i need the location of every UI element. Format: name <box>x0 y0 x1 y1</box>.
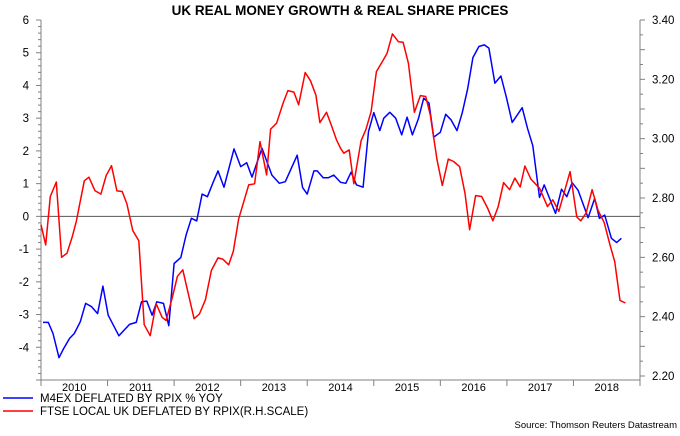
x-axis-tick-label: 2017 <box>528 382 552 394</box>
x-axis-tick-label: 2012 <box>195 382 219 394</box>
legend: M4EX DEFLATED BY RPIX % YOY FTSE LOCAL U… <box>3 393 308 418</box>
left-axis-tick-label: -2 <box>19 277 29 289</box>
chart-title: UK REAL MONEY GROWTH & REAL SHARE PRICES <box>172 3 509 18</box>
left-axis-tick-label: 1 <box>23 179 29 191</box>
x-axis-tick-label: 2013 <box>262 382 286 394</box>
right-axis-tick-label: 3.20 <box>652 74 674 86</box>
x-axis-tick-label: 2018 <box>594 382 618 394</box>
x-axis-tick-label: 2016 <box>461 382 485 394</box>
left-axis-tick-label: 0 <box>23 211 29 223</box>
left-axis-tick-label: 2 <box>23 146 29 158</box>
left-axis-tick-label: 5 <box>23 48 29 60</box>
x-axis-tick-label: 2011 <box>129 382 153 394</box>
series-line-ftse <box>40 33 626 337</box>
legend-label-m4ex: M4EX DEFLATED BY RPIX % YOY <box>40 393 223 405</box>
series-layer <box>40 33 626 359</box>
x-axis-tick-label: 2010 <box>62 382 86 394</box>
legend-label-ftse: FTSE LOCAL UK DEFLATED BY RPIX(R.H.SCALE… <box>40 406 308 418</box>
right-axis-tick-label: 2.80 <box>652 193 674 205</box>
left-axis-tick-label: -1 <box>19 244 29 256</box>
left-axis-tick-label: 6 <box>23 15 29 27</box>
right-axis-tick-label: 3.00 <box>652 134 674 146</box>
series-line-m4ex <box>43 44 622 359</box>
right-axis-tick-label: 3.40 <box>652 15 674 27</box>
left-axis-tick-label: -4 <box>19 342 30 354</box>
right-axis-tick-label: 2.40 <box>652 312 674 324</box>
axes: 6 5 4 3 2 1 0 -1 -2 -3 -4 3.40 3.20 3.00 2.80 2.60 2.40 2… <box>19 15 675 394</box>
left-axis-tick-label: 4 <box>23 80 30 92</box>
right-axis-tick-label: 2.60 <box>652 252 674 264</box>
left-axis-tick-label: 3 <box>23 113 29 125</box>
right-axis-tick-label: 2.20 <box>652 371 674 383</box>
x-axis-tick-label: 2015 <box>395 382 419 394</box>
source-note: Source: Thomson Reuters Datastream <box>515 420 678 431</box>
x-axis-tick-label: 2014 <box>328 382 352 394</box>
left-axis-tick-label: -3 <box>19 310 29 322</box>
